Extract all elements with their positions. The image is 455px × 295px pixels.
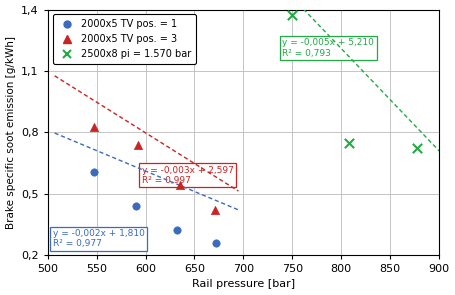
Point [90,170,97,174]
Y-axis label: Brake specific soot emission [g/kWh]: Brake specific soot emission [g/kWh] [5,36,15,229]
Legend: 2000x5 TV pos. = 1, 2000x5 TV pos. = 3, 2500x8 pi = 1.570 bar: 2000x5 TV pos. = 1, 2000x5 TV pos. = 3, … [53,14,196,64]
X-axis label: Rail pressure [bar]: Rail pressure [bar] [192,279,295,289]
Point [132,204,139,208]
Point [212,241,220,245]
Point [414,146,421,150]
Point [90,125,97,130]
Point [173,228,181,233]
Text: y = -0,003x + 2,597
R² = 0,997: y = -0,003x + 2,597 R² = 0,997 [142,165,233,185]
Point [211,207,218,212]
Point [345,140,353,145]
Point [176,183,183,188]
Text: y = -0,005x + 5,210
R² = 0,793: y = -0,005x + 5,210 R² = 0,793 [283,38,374,58]
Point [134,143,142,148]
Text: y = -0,002x + 1,810
R² = 0,977: y = -0,002x + 1,810 R² = 0,977 [53,229,145,248]
Point [288,12,296,17]
